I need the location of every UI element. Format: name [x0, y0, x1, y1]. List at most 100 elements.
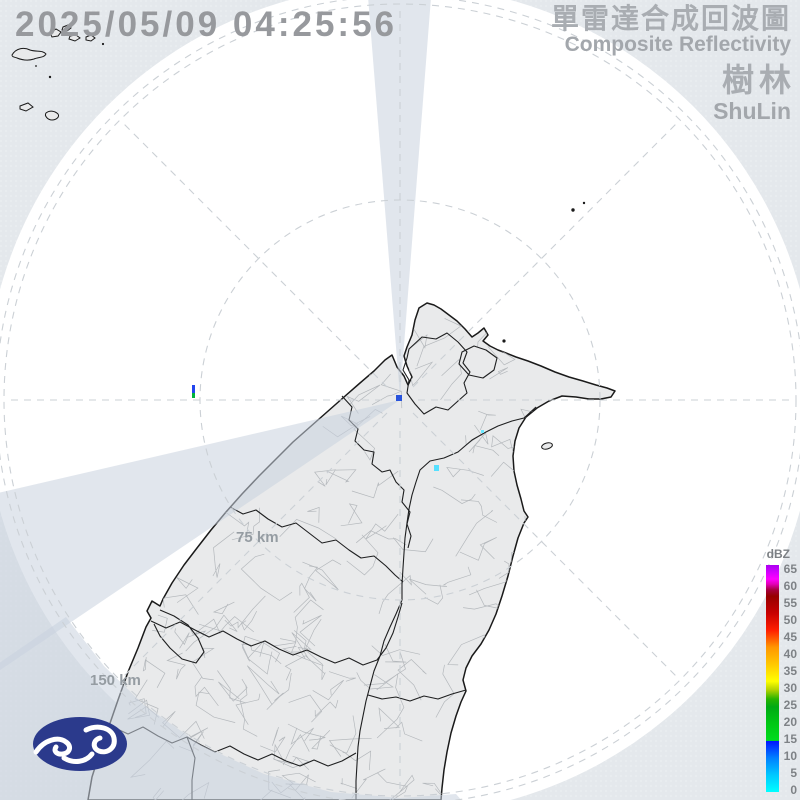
township-line: [212, 531, 235, 578]
colorbar-tick-35: 35: [783, 664, 797, 678]
township-line: [314, 469, 337, 487]
matsu-islet: [48, 75, 52, 79]
township-line: [363, 651, 406, 686]
product-title-zh: 單雷達合成回波圖: [550, 3, 791, 34]
matsu-islet: [85, 34, 96, 42]
township-line: [455, 510, 494, 557]
radar-echo: [434, 465, 439, 471]
colorbar-tick-60: 60: [783, 579, 797, 593]
township-line: [355, 530, 407, 546]
range-label-150km: 150 km: [90, 672, 141, 689]
pengjia-islet: [571, 208, 575, 212]
township-line: [346, 534, 379, 576]
colorbar-tick-45: 45: [783, 630, 797, 644]
township-line: [340, 778, 358, 789]
township-line: [290, 727, 314, 745]
township-line: [307, 506, 320, 523]
township-line: [442, 566, 472, 586]
township-line: [273, 743, 310, 771]
township-line: [328, 671, 356, 682]
blocked-sector-wsw: [0, 400, 400, 671]
township-line: [241, 610, 258, 631]
township-line: [408, 578, 448, 595]
township-line: [326, 469, 357, 483]
township-line: [299, 614, 322, 647]
township-line: [351, 470, 399, 499]
station-name-en: ShuLin: [713, 98, 791, 125]
colorbar-tick-25: 25: [783, 698, 797, 712]
township-line: [460, 499, 498, 523]
township-line: [188, 727, 209, 740]
township-line: [260, 736, 286, 753]
colorbar-tick-0: 0: [790, 783, 797, 797]
township-line: [462, 435, 480, 448]
township-line: [424, 584, 444, 605]
township-line: [235, 693, 261, 725]
township-line: [416, 318, 462, 367]
keelung-islet: [502, 339, 506, 343]
township-line: [351, 768, 386, 799]
township-line: [272, 755, 310, 769]
township-line: [176, 577, 199, 603]
township-line: [489, 367, 509, 380]
matsu-islet: [35, 65, 37, 67]
township-line: [304, 619, 326, 681]
township-line: [371, 645, 421, 656]
colorbar-gradient: [766, 565, 779, 792]
township-line: [242, 635, 281, 663]
colorbar-tick-65: 65: [783, 562, 797, 576]
township-line: [231, 507, 260, 541]
township-line: [247, 665, 280, 705]
township-line: [271, 727, 279, 746]
timestamp: 2025/05/09 04:25:56: [15, 5, 397, 44]
radar-echo: [396, 395, 402, 401]
township-line: [240, 553, 293, 601]
township-line: [328, 737, 372, 757]
township-line: [384, 644, 407, 663]
radar-echo: [481, 430, 484, 433]
colorbar-tick-40: 40: [783, 647, 797, 661]
township-line: [174, 628, 190, 649]
colorbar-tick-10: 10: [783, 749, 797, 763]
township-line: [217, 670, 247, 704]
cwa-logo: [33, 717, 127, 771]
township-line: [440, 358, 462, 401]
offshore-islands: [11, 24, 586, 450]
colorbar-tick-50: 50: [783, 613, 797, 627]
township-line: [314, 699, 339, 718]
township-line: [478, 410, 496, 431]
township-line: [291, 632, 312, 660]
township-line: [280, 630, 307, 653]
township-line: [459, 537, 497, 561]
township-line: [397, 659, 427, 701]
township-line: [340, 503, 363, 527]
township-line: [378, 571, 412, 615]
township-line: [491, 435, 529, 453]
township-line: [273, 599, 324, 647]
township-line: [365, 513, 399, 540]
station-name-zh: 樹林: [721, 62, 796, 99]
township-line: [378, 707, 401, 729]
township-line: [356, 672, 394, 690]
guishan-island: [541, 442, 553, 450]
township-line: [409, 329, 428, 349]
matsu-islet: [68, 34, 81, 42]
township-line: [408, 361, 434, 387]
township-line: [224, 595, 266, 629]
township-line: [329, 744, 372, 771]
colorbar-tick-5: 5: [790, 766, 797, 780]
township-line: [212, 601, 235, 615]
township-line: [302, 559, 342, 590]
township-line: [142, 657, 166, 688]
township-line: [395, 721, 423, 742]
matsu-islet: [45, 110, 59, 121]
township-line: [312, 679, 344, 701]
range-ring-150km-inner: [3, 3, 797, 797]
azimuth-lines: [6, 6, 794, 794]
matsu-islet: [61, 24, 72, 32]
range-label-75km: 75 km: [236, 529, 279, 546]
township-line: [282, 734, 310, 766]
